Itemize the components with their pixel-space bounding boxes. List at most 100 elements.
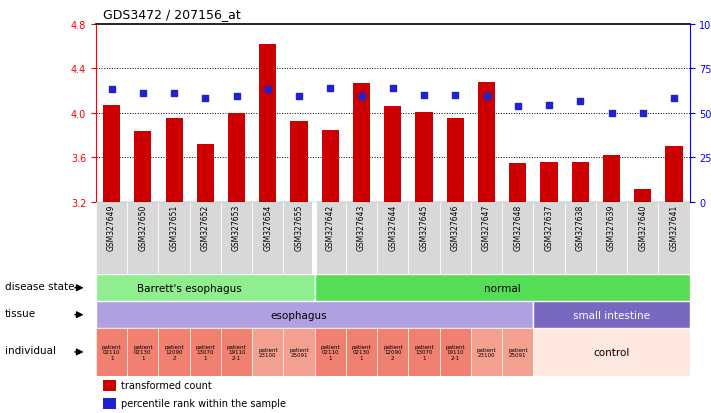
Bar [439,202,471,275]
Text: GSM327644: GSM327644 [388,204,397,251]
Text: patient
25091: patient 25091 [508,347,528,358]
Bar [346,202,378,275]
Point [200,96,211,102]
Bar [665,147,683,202]
Text: percentile rank within the sample: percentile rank within the sample [121,399,286,408]
Text: GSM327641: GSM327641 [670,204,678,251]
Bar [221,202,252,275]
Bar [166,119,183,202]
Text: patient
02110
1: patient 02110 1 [321,344,340,361]
Point [543,102,555,109]
Bar [603,156,620,202]
Bar [197,145,214,202]
Point [106,87,117,94]
Bar [315,328,346,376]
Point [387,86,398,93]
Text: patient
19110
2-1: patient 19110 2-1 [227,344,247,361]
Bar [260,45,277,202]
Text: GSM327652: GSM327652 [201,204,210,251]
Text: Barrett's esophagus: Barrett's esophagus [137,283,242,293]
Point [668,96,680,102]
Bar [353,83,370,202]
Text: GSM327640: GSM327640 [638,204,647,251]
Bar [471,328,502,376]
Text: GSM327650: GSM327650 [139,204,147,251]
Bar [159,328,190,376]
Bar [252,202,284,275]
Bar [190,202,221,275]
Point [294,94,305,100]
Point [637,110,648,117]
Text: disease state: disease state [5,282,74,292]
Bar [408,328,439,376]
Bar [384,107,402,202]
Bar [447,119,464,202]
Bar [378,202,408,275]
Text: patient
02130
1: patient 02130 1 [133,344,153,361]
Text: GSM327655: GSM327655 [294,204,304,251]
Bar [408,202,439,275]
Text: GSM327642: GSM327642 [326,204,335,251]
Point [606,110,617,117]
Point [449,93,461,99]
Text: GSM327647: GSM327647 [482,204,491,251]
Text: patient
13070
1: patient 13070 1 [196,344,215,361]
Bar [103,398,116,408]
Bar [159,202,190,275]
Bar [572,162,589,202]
Text: patient
02130
1: patient 02130 1 [352,344,371,361]
Point [137,90,149,97]
Text: normal: normal [483,283,520,293]
Text: esophagus: esophagus [271,310,327,320]
Bar [96,275,315,301]
Bar [190,328,221,376]
Bar [284,202,315,275]
Bar [284,328,315,376]
Bar [127,328,159,376]
Bar [315,202,346,275]
Text: patient
12090
2: patient 12090 2 [164,344,184,361]
Bar [533,328,690,376]
Point [574,98,586,104]
Bar [533,301,690,328]
Text: GSM327646: GSM327646 [451,204,460,251]
Bar [134,131,151,202]
Bar [315,275,690,301]
Text: patient
23100: patient 23100 [258,347,278,358]
Bar [96,328,127,376]
Point [481,94,492,100]
Bar [322,130,339,202]
Point [169,90,180,97]
Bar [596,202,627,275]
Bar [533,202,565,275]
Bar [228,114,245,202]
Text: patient
19110
2-1: patient 19110 2-1 [446,344,465,361]
Point [262,87,274,94]
Bar [502,328,533,376]
Text: GSM327651: GSM327651 [170,204,178,251]
Point [325,86,336,93]
Text: GSM327639: GSM327639 [607,204,616,251]
Text: patient
25091: patient 25091 [289,347,309,358]
Text: GSM327649: GSM327649 [107,204,116,251]
Text: patient
13070
1: patient 13070 1 [415,344,434,361]
Bar [471,202,502,275]
Bar [346,328,378,376]
Point [418,93,429,99]
Point [356,94,368,100]
Bar [502,202,533,275]
Text: GSM327643: GSM327643 [357,204,366,251]
Text: individual: individual [5,345,55,355]
Bar [439,328,471,376]
Bar [312,202,317,275]
Bar [96,301,533,328]
Text: patient
12090
2: patient 12090 2 [383,344,402,361]
Bar [415,112,433,202]
Point [512,104,523,110]
Text: GSM327648: GSM327648 [513,204,523,251]
Bar [540,162,557,202]
Bar [658,202,690,275]
Bar [103,106,120,202]
Text: small intestine: small intestine [573,310,650,320]
Text: GSM327638: GSM327638 [576,204,585,251]
